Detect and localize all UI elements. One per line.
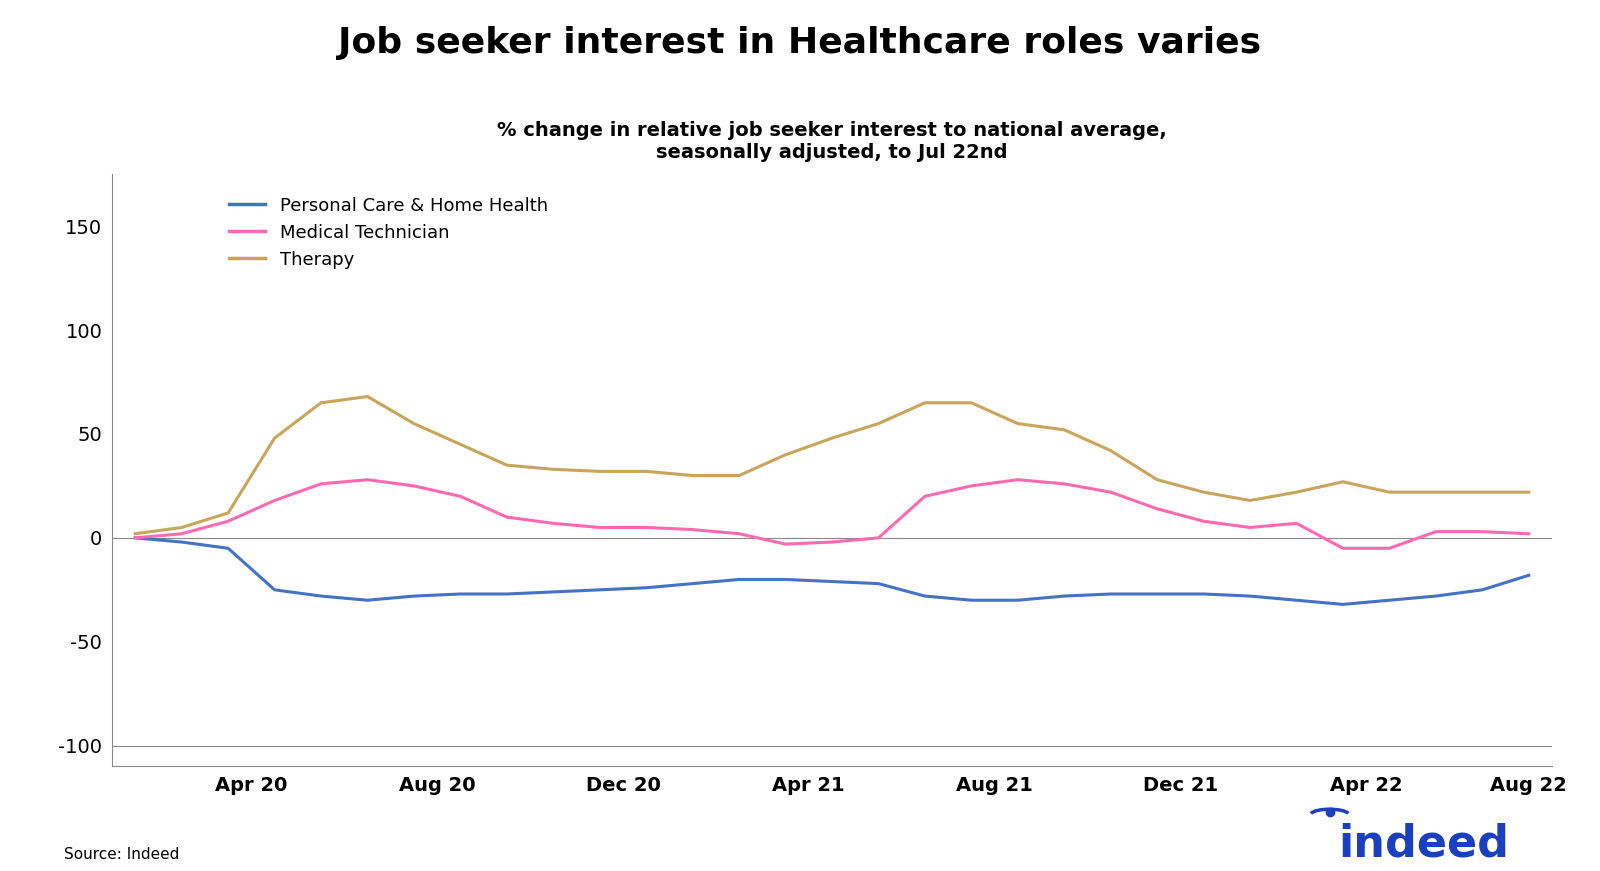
Text: Source: Indeed: Source: Indeed xyxy=(64,847,179,862)
Title: % change in relative job seeker interest to national average,
seasonally adjuste: % change in relative job seeker interest… xyxy=(498,120,1166,161)
Text: Job seeker interest in Healthcare roles varies: Job seeker interest in Healthcare roles … xyxy=(339,26,1261,60)
Legend: Personal Care & Home Health, Medical Technician, Therapy: Personal Care & Home Health, Medical Tec… xyxy=(222,189,555,276)
Text: indeed: indeed xyxy=(1339,822,1509,866)
